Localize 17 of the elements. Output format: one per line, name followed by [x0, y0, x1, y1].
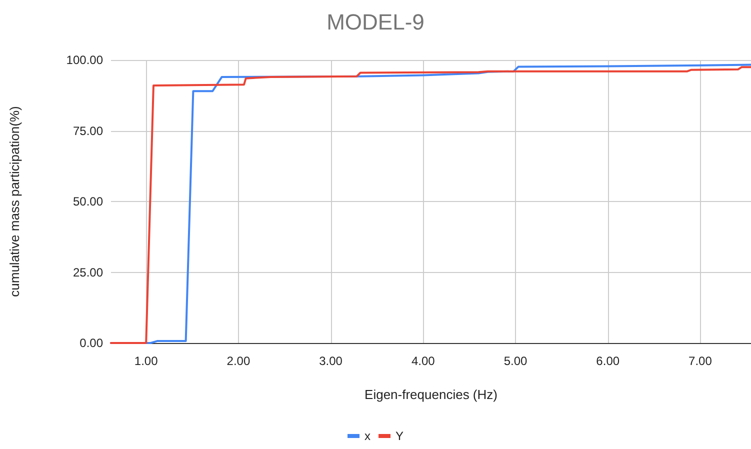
legend-label: Y: [396, 429, 404, 443]
x-tick-label: 5.00: [504, 354, 528, 368]
y-tick-label: 50.00: [72, 194, 104, 208]
x-tick-label: 1.00: [134, 354, 158, 368]
y-tick-label: 0.00: [80, 336, 104, 350]
legend-label: x: [364, 429, 370, 443]
y-tick-label: 75.00: [72, 124, 104, 138]
x-tick-label: 6.00: [596, 354, 620, 368]
y-axis-title: cumulative mass participation(%): [7, 106, 22, 297]
y-tick-label: 100.00: [66, 53, 104, 67]
chart-title: MODEL-9: [326, 10, 424, 34]
x-tick-label: 2.00: [226, 354, 250, 368]
x-tick-label: 3.00: [319, 354, 343, 368]
y-tick-label: 25.00: [72, 265, 104, 280]
x-axis-title: Eigen-frequencies (Hz): [364, 387, 498, 402]
x-tick-label: 7.00: [688, 354, 712, 368]
x-tick-label: 4.00: [411, 354, 436, 368]
